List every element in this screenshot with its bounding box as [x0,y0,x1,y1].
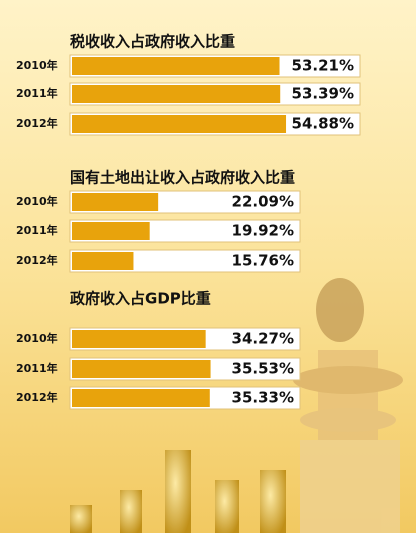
bar [72,115,287,133]
category-label: 2012年 [16,390,58,404]
category-label: 2010年 [16,331,58,345]
chart-title: 国有土地出让收入占政府收入比重 [70,169,295,187]
bar [72,389,210,407]
value-label: 15.76% [232,252,294,270]
category-label: 2010年 [16,194,58,208]
chart-title: 政府收入占GDP比重 [70,290,211,308]
bar [72,193,159,211]
bar [72,222,150,240]
category-label: 2010年 [16,58,58,72]
category-label: 2012年 [16,116,58,130]
category-label: 2011年 [16,361,58,375]
bar [72,360,211,378]
chart-title: 税收收入占政府收入比重 [70,33,235,51]
category-label: 2011年 [16,86,58,100]
value-label: 35.53% [232,360,294,378]
value-label: 54.88% [292,115,354,133]
value-label: 34.27% [232,330,294,348]
bar [72,330,206,348]
value-label: 19.92% [232,222,294,240]
value-label: 53.39% [292,85,354,103]
value-label: 22.09% [232,193,294,211]
category-label: 2011年 [16,223,58,237]
value-label: 35.33% [232,389,294,407]
bar [72,252,134,270]
decoration [70,278,403,533]
bar [72,57,280,75]
bar [72,85,281,103]
value-label: 53.21% [292,57,354,75]
charts: 税收收入占政府收入比重 2010年 53.21% 2011年 53.39% 2012年 54… [16,33,361,410]
category-label: 2012年 [16,253,58,267]
